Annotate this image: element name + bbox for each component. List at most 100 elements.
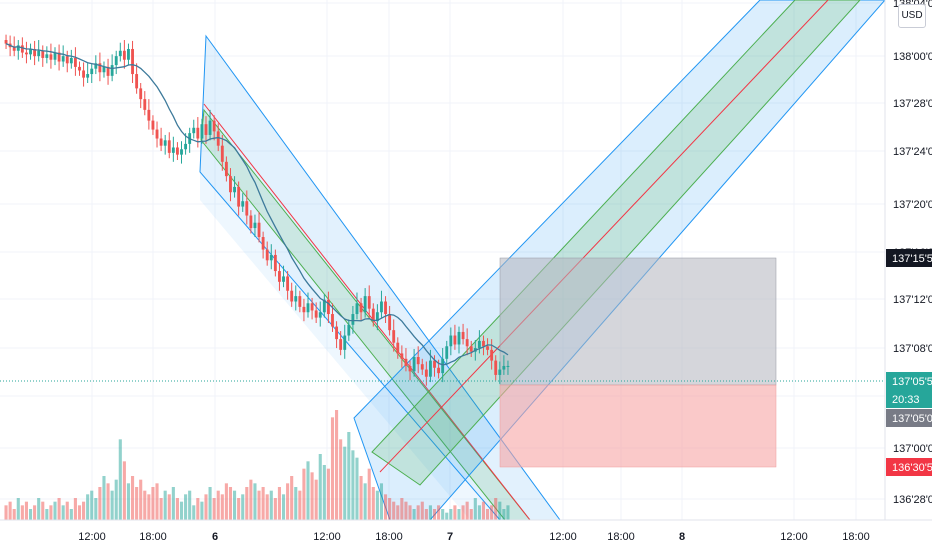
candle-body	[212, 120, 216, 132]
time-tick-label: 8	[679, 531, 685, 543]
volume-bar	[392, 501, 396, 520]
candle-body	[200, 124, 204, 139]
candle-body	[461, 331, 465, 340]
candle-body	[420, 364, 424, 370]
candle-body	[78, 66, 81, 71]
volume-bar	[151, 487, 155, 520]
candle-body	[147, 109, 151, 121]
volume-bar	[249, 479, 253, 520]
volume-bar	[41, 501, 45, 520]
volume-bar	[265, 494, 269, 520]
candle-body	[404, 358, 408, 366]
volume-bar	[69, 509, 73, 520]
candle-body	[29, 48, 32, 55]
time-axis[interactable]: 12:00 18:00 6 12:00 18:00 7 12:00 18:00 8 12:00 18…	[0, 519, 932, 543]
volume-bar	[379, 483, 384, 520]
volume-bar	[159, 498, 163, 520]
descending-channel-midline	[203, 103, 531, 521]
volume-bar	[57, 498, 61, 520]
price-badge-label: 137'05'0	[892, 413, 932, 425]
candle-body	[457, 331, 461, 345]
volume-bar	[122, 461, 126, 520]
ascending-channel-midline	[379, 0, 829, 473]
candle-body	[57, 52, 61, 62]
candle-body	[502, 365, 506, 370]
volume-bar	[196, 498, 200, 520]
volume-bar	[241, 494, 245, 520]
candle-body	[273, 254, 277, 272]
volume-bar	[273, 498, 277, 520]
volume-bar	[86, 494, 90, 520]
price-badges: 137'15'5 137'05'5 20:33 137'05'0 136'30'5	[886, 249, 932, 476]
volume-bar	[208, 487, 212, 520]
volume-bar	[318, 454, 322, 520]
volume-bar	[106, 483, 110, 520]
candle-body	[220, 145, 224, 162]
volume-bars	[4, 410, 510, 520]
candle-body	[437, 367, 441, 374]
candle-body	[224, 161, 228, 177]
candle-body	[269, 254, 273, 261]
candle-body	[343, 335, 347, 350]
candle-body	[400, 353, 404, 359]
candle-body	[114, 56, 118, 66]
volume-bar	[16, 498, 20, 520]
candle-body	[331, 314, 334, 327]
volume-bar	[126, 483, 131, 520]
time-tick-label: 18:00	[375, 531, 403, 543]
candle-body	[69, 57, 73, 64]
candle-body	[208, 120, 212, 135]
volume-bar	[359, 476, 363, 520]
candle-body	[355, 303, 359, 315]
currency-button[interactable]: USD	[898, 4, 926, 28]
candle-body	[465, 339, 469, 347]
candle-body	[110, 65, 114, 76]
volume-bar	[355, 457, 359, 520]
volume-bar	[61, 505, 65, 520]
price-badge-label: 137'05'5	[892, 376, 932, 388]
volume-bar	[416, 505, 420, 520]
volume-bar	[135, 487, 139, 520]
candle-body	[151, 120, 155, 130]
volume-bar	[322, 465, 326, 520]
candle-body	[229, 176, 232, 193]
candle-body	[359, 303, 363, 313]
volume-bar	[33, 505, 37, 520]
time-tick-label: 18:00	[842, 531, 870, 543]
volume-bar	[253, 483, 257, 520]
volume-bar	[82, 501, 86, 520]
candle-body	[282, 276, 285, 282]
volume-bar	[114, 479, 118, 520]
volume-bar	[404, 501, 408, 520]
long-position-tool[interactable]	[499, 257, 777, 468]
volume-bar	[4, 505, 8, 520]
price-tick-label: 137'08'0	[893, 343, 932, 355]
candle-body	[469, 346, 473, 352]
volume-bar	[477, 505, 481, 520]
moving-average-line	[5, 43, 509, 366]
volume-bar	[130, 476, 135, 520]
candle-body	[298, 296, 302, 307]
volume-bar	[367, 468, 371, 520]
time-tick-label: 12:00	[78, 531, 106, 543]
volume-bar	[94, 498, 98, 520]
candle-body	[163, 140, 167, 146]
candle-body	[290, 290, 294, 302]
candle-body	[139, 88, 143, 100]
volume-bar	[147, 494, 151, 520]
candle-body	[45, 54, 49, 58]
price-badge-entry	[886, 409, 932, 427]
volume-bar	[188, 490, 192, 520]
time-tick-label: 6	[212, 531, 218, 543]
volume-bar	[167, 494, 171, 520]
volume-bar	[428, 505, 432, 520]
volume-bar	[269, 490, 273, 520]
candle-body	[318, 312, 322, 318]
volume-bar	[461, 505, 465, 520]
candle-body	[335, 326, 339, 340]
volume-bar	[257, 490, 261, 520]
volume-bar	[90, 490, 94, 520]
candle-body	[380, 301, 383, 313]
candle-body	[363, 296, 367, 313]
